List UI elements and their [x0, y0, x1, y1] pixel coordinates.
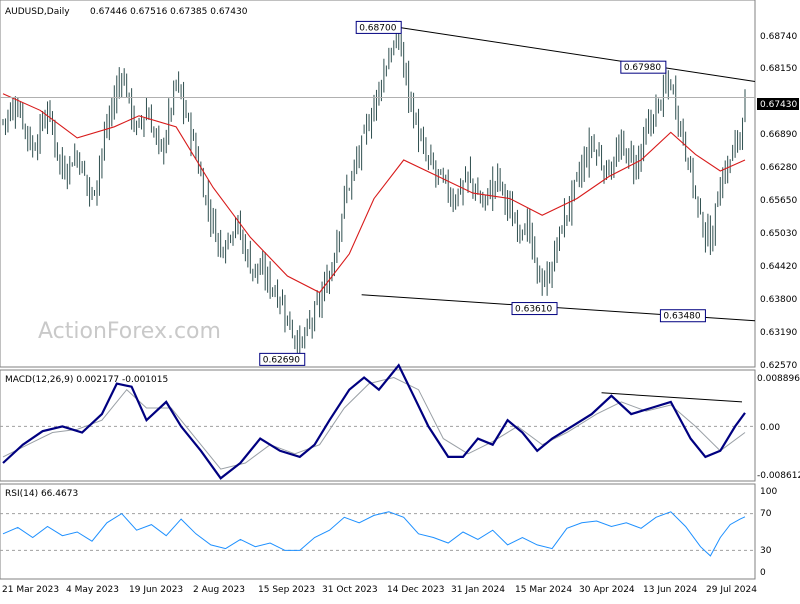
symbol-label: AUDUSD,Daily: [5, 7, 70, 17]
annotation-label: 0.68700: [359, 23, 396, 33]
annotation-box: [511, 302, 558, 316]
x-tick-label: 15 Mar 2024: [515, 585, 572, 595]
macd-lines: [0, 363, 755, 480]
current-price-tag: 0.67430: [757, 98, 799, 110]
x-tick-label: 21 Mar 2023: [2, 585, 59, 595]
rsi-title: RSI(14) 66.4673: [5, 489, 78, 499]
macd-panel: [0, 369, 756, 482]
price-tick-label: 0.64420: [760, 262, 797, 272]
annotation-label: 0.67980: [624, 63, 661, 73]
price-tick-label: 0.62570: [760, 361, 797, 371]
price-tick-label: 0.65650: [760, 196, 797, 206]
macd-main-line: [2, 363, 746, 480]
annotation-label: 0.63610: [515, 305, 552, 315]
macd-trendline: [601, 392, 743, 403]
price-bars: [2, 20, 746, 364]
macd-tick-label: 0.008896: [757, 374, 800, 384]
x-tick-label: 13 Jun 2024: [643, 585, 697, 595]
x-tick-label: 4 May 2023: [66, 585, 119, 595]
annotation-box: [355, 20, 402, 34]
price-tick-label: 0.66280: [760, 163, 797, 173]
current-price-label: 0.67430: [760, 100, 797, 110]
price-tick-label: 0.68740: [760, 32, 797, 42]
annotation-box: [659, 309, 706, 323]
x-tick-label: 2 Aug 2023: [193, 585, 245, 595]
rsi-tick-label: 30: [760, 546, 772, 556]
price-panel: [0, 0, 756, 368]
rsi-tick-label: 0: [760, 568, 766, 578]
watermark: ActionForex.com: [38, 319, 221, 344]
annotation-box: [620, 60, 667, 74]
rsi-tick-label: 100: [760, 487, 777, 497]
x-tick-label: 29 Jul 2024: [706, 585, 757, 595]
x-tick-label: 31 Jan 2024: [451, 585, 505, 595]
macd-title: MACD(12,26,9) 0.002177 -0.001015: [5, 375, 168, 385]
annotation-label: 0.63480: [663, 312, 700, 322]
x-tick-label: 15 Sep 2023: [258, 585, 315, 595]
x-tick-label: 19 Jun 2023: [129, 585, 183, 595]
price-tick-label: 0.63190: [760, 328, 797, 338]
moving-average: [2, 93, 746, 294]
rsi-line: [0, 511, 755, 557]
x-tick-label: 30 Apr 2024: [579, 585, 635, 595]
price-tick-label: 0.63800: [760, 295, 797, 305]
ohlc-label: 0.67446 0.67516 0.67385 0.67430: [90, 7, 248, 17]
price-tick-label: 0.65030: [760, 229, 797, 239]
macd-signal-line: [2, 376, 746, 470]
trendline-top: [398, 26, 756, 83]
price-tick-label: 0.66890: [760, 130, 797, 140]
rsi-tick-label: 70: [760, 509, 772, 519]
macd-tick-label: 0.00: [760, 423, 780, 433]
x-tick-label: 14 Dec 2023: [387, 585, 445, 595]
price-tick-label: 0.68150: [760, 64, 797, 74]
rsi-panel: [0, 483, 756, 580]
annotation-box: [259, 352, 306, 366]
rsi-series-line: [2, 511, 746, 557]
price-annotations: 0.68700 0.67980 0.63610 0.63480 0.62690: [259, 20, 706, 366]
ma-line: [2, 93, 746, 294]
macd-tick-label: -0.008612: [757, 471, 800, 481]
annotation-label: 0.62690: [263, 355, 300, 365]
x-tick-label: 31 Oct 2023: [322, 585, 378, 595]
